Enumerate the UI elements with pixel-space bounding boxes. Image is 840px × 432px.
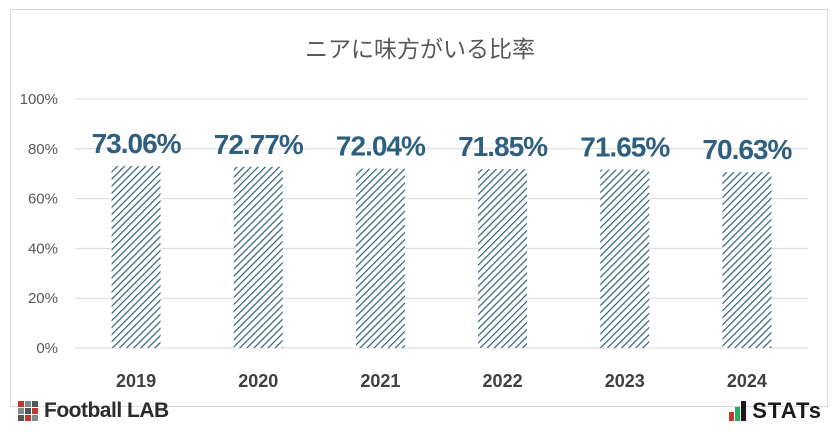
football-lab-grid-icon	[18, 401, 38, 421]
y-tick-label: 20%	[28, 290, 58, 307]
y-axis-ticks: 0% 20% 40% 60% 80% 100%	[20, 91, 58, 357]
y-tick-label: 60%	[28, 191, 58, 208]
gridlines	[75, 98, 808, 349]
football-lab-text: Football LAB	[44, 399, 169, 422]
y-tick-label: 40%	[28, 240, 58, 257]
bar-2022	[478, 169, 528, 348]
stats-bars-icon	[729, 401, 747, 421]
data-label-2023: 71.65%	[580, 132, 670, 163]
bar-2020	[233, 166, 283, 348]
bar-2023	[600, 169, 650, 348]
bar-2019	[111, 166, 161, 348]
football-lab-logo: Football LAB	[18, 398, 169, 424]
data-label-2019: 73.06%	[92, 128, 182, 159]
data-label-2020: 72.77%	[214, 129, 304, 160]
data-label-2024: 70.63%	[702, 134, 792, 165]
chart-title: ニアに味方がいる比率	[305, 37, 535, 63]
x-tick-label-2020: 2020	[238, 371, 278, 391]
bar-2024	[722, 172, 772, 348]
y-tick-label: 100%	[20, 91, 58, 108]
x-tick-label-2021: 2021	[360, 371, 400, 391]
data-labels: 73.06% 72.77% 72.04% 71.85% 71.65% 70.63%	[92, 128, 794, 165]
stats-logo: STATs	[729, 398, 822, 424]
data-label-2021: 72.04%	[336, 131, 426, 162]
data-label-2022: 71.85%	[458, 131, 548, 162]
x-tick-label-2022: 2022	[483, 371, 523, 391]
x-tick-label-2024: 2024	[727, 371, 767, 391]
y-tick-label: 0%	[36, 340, 58, 357]
x-tick-label-2019: 2019	[116, 371, 156, 391]
stats-text: STATs	[752, 398, 822, 423]
y-tick-label: 80%	[28, 141, 58, 158]
bar-2021	[355, 168, 405, 348]
bars	[111, 166, 772, 348]
x-tick-label-2023: 2023	[605, 371, 645, 391]
x-axis-categories: 2019 2020 2021 2022 2023 2024	[116, 371, 767, 391]
